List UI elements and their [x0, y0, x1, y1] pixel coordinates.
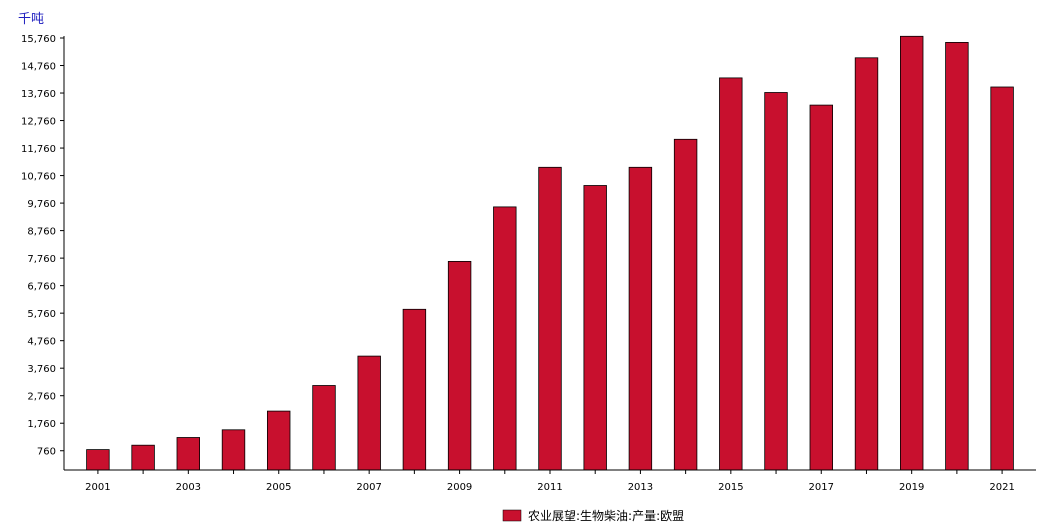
x-tick-label: 2017 [809, 482, 834, 493]
x-tick-label: 2001 [85, 482, 110, 493]
x-tick-label: 2019 [899, 482, 924, 493]
y-tick-label: 13,760 [21, 89, 56, 100]
x-tick-label: 2011 [537, 482, 562, 493]
bar-2015 [719, 77, 743, 471]
bar-2011 [538, 166, 562, 471]
bar-2014 [673, 138, 698, 471]
y-tick-label: 760 [37, 447, 56, 458]
y-tick-label: 2,760 [27, 392, 56, 403]
legend-label: 农业展望:生物柴油:产量:欧盟 [528, 509, 684, 523]
y-tick-label: 14,760 [21, 62, 56, 73]
x-tick-label: 2007 [356, 482, 381, 493]
y-tick-label: 3,760 [27, 364, 56, 375]
bar-2005 [266, 410, 291, 471]
bar-2021 [990, 86, 1014, 471]
bar-2008 [402, 308, 427, 471]
y-unit-label: 千吨 [18, 12, 44, 27]
bar-2001 [86, 449, 110, 471]
x-tick-label: 2021 [989, 482, 1014, 493]
y-tick-label: 10,760 [21, 172, 56, 183]
bar-2012 [583, 185, 607, 471]
bar-2020 [945, 42, 969, 471]
bar-2010 [493, 206, 517, 471]
bar-2016 [764, 92, 788, 471]
x-tick-label: 2015 [718, 482, 743, 493]
y-tick-label: 7,760 [27, 254, 56, 265]
y-tick-label: 5,760 [27, 309, 56, 320]
x-tick-label: 2009 [447, 482, 472, 493]
bar-2007 [357, 355, 381, 471]
bars [86, 35, 1014, 471]
y-tick-label: 9,760 [27, 199, 56, 210]
bar-2018 [854, 57, 879, 471]
y-tick-label: 6,760 [27, 282, 56, 293]
bar-2004 [221, 429, 246, 471]
x-tick-label: 2005 [266, 482, 291, 493]
y-tick-label: 11,760 [21, 144, 56, 155]
bar-2019 [900, 35, 924, 471]
bar-2013 [628, 166, 653, 471]
y-axis-ticks: 760 1,760 2,760 3,760 4,760 5,760 6,760 7,760 8,… [21, 34, 64, 458]
y-tick-label: 12,760 [21, 117, 56, 128]
x-tick-label: 2003 [176, 482, 201, 493]
legend-swatch [502, 509, 522, 522]
bar-2002 [131, 444, 155, 471]
y-tick-label: 8,760 [27, 227, 56, 238]
bar-2009 [447, 260, 472, 471]
bar-2003 [176, 437, 201, 471]
x-axis-ticks: 2001 2003 2005 2007 2009 2011 2013 2015 2017 2019… [85, 470, 1015, 493]
x-tick-label: 2013 [628, 482, 653, 493]
y-tick-label: 4,760 [27, 337, 56, 348]
y-tick-label: 15,760 [21, 34, 56, 45]
y-tick-label: 1,760 [27, 419, 56, 430]
legend: 农业展望:生物柴油:产量:欧盟 [502, 509, 684, 523]
bar-2006 [312, 385, 336, 471]
bar-2017 [809, 104, 834, 471]
